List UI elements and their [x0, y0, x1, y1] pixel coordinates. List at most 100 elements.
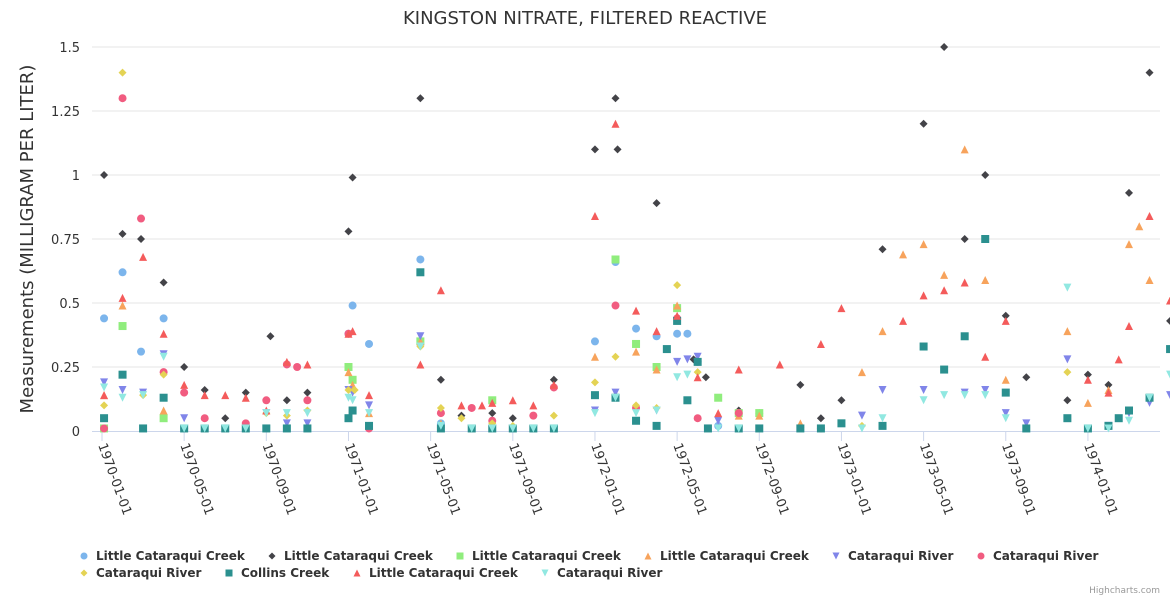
data-point[interactable]: [590, 211, 599, 220]
data-point[interactable]: [652, 199, 661, 208]
data-point[interactable]: [139, 252, 148, 261]
data-point[interactable]: [159, 352, 168, 361]
data-point[interactable]: [139, 424, 148, 433]
data-point[interactable]: [940, 391, 949, 400]
data-point[interactable]: [344, 368, 353, 377]
data-point[interactable]: [940, 365, 949, 374]
data-point[interactable]: [755, 424, 764, 433]
data-point[interactable]: [714, 424, 723, 433]
data-point[interactable]: [981, 235, 990, 243]
data-point[interactable]: [1063, 414, 1072, 423]
data-point[interactable]: [118, 229, 127, 238]
data-point[interactable]: [350, 386, 359, 395]
data-point[interactable]: [919, 291, 928, 300]
data-point[interactable]: [1125, 416, 1133, 425]
data-point[interactable]: [293, 363, 302, 371]
data-point[interactable]: [1063, 396, 1072, 405]
data-point[interactable]: [344, 386, 353, 395]
legend-marker[interactable]: [80, 569, 88, 576]
data-point[interactable]: [180, 363, 189, 371]
data-point[interactable]: [416, 255, 425, 264]
data-point[interactable]: [1001, 375, 1010, 384]
data-point[interactable]: [282, 357, 291, 366]
data-point[interactable]: [673, 329, 682, 338]
data-point[interactable]: [837, 304, 846, 313]
data-point[interactable]: [1125, 240, 1133, 249]
legend-marker[interactable]: [644, 552, 652, 559]
data-point[interactable]: [488, 398, 497, 407]
data-point[interactable]: [611, 255, 620, 264]
data-point[interactable]: [348, 375, 357, 384]
data-point[interactable]: [200, 391, 209, 400]
legend-marker[interactable]: [80, 552, 88, 559]
data-point[interactable]: [303, 360, 312, 369]
data-point[interactable]: [221, 391, 230, 400]
data-point[interactable]: [981, 391, 990, 400]
data-point[interactable]: [683, 355, 692, 364]
data-point[interactable]: [436, 286, 445, 295]
data-point[interactable]: [118, 94, 127, 103]
data-point[interactable]: [365, 409, 374, 418]
data-point[interactable]: [549, 380, 558, 389]
data-point[interactable]: [200, 414, 209, 423]
data-point[interactable]: [611, 352, 620, 361]
data-point[interactable]: [100, 424, 109, 433]
legend-item[interactable]: Little Cataraqui Creek: [454, 549, 642, 563]
data-point[interactable]: [1022, 373, 1031, 382]
data-point[interactable]: [611, 393, 620, 402]
data-point[interactable]: [919, 386, 928, 395]
data-point[interactable]: [549, 424, 558, 433]
data-point[interactable]: [1125, 188, 1133, 197]
data-point[interactable]: [632, 409, 641, 418]
data-point[interactable]: [200, 386, 209, 395]
data-point[interactable]: [416, 360, 425, 369]
data-point[interactable]: [1063, 327, 1072, 336]
data-point[interactable]: [775, 360, 784, 369]
data-point[interactable]: [981, 386, 990, 395]
data-point[interactable]: [1104, 380, 1113, 389]
data-point[interactable]: [303, 409, 312, 418]
data-point[interactable]: [100, 171, 109, 179]
data-point[interactable]: [1063, 368, 1072, 377]
data-point[interactable]: [1166, 345, 1170, 354]
data-point[interactable]: [348, 327, 357, 336]
data-point[interactable]: [796, 424, 805, 433]
data-point[interactable]: [1022, 419, 1031, 428]
data-point[interactable]: [632, 324, 641, 333]
data-point[interactable]: [837, 419, 846, 428]
data-point[interactable]: [467, 403, 476, 412]
data-point[interactable]: [100, 383, 109, 392]
data-point[interactable]: [262, 424, 271, 433]
data-point[interactable]: [200, 424, 209, 433]
data-point[interactable]: [436, 375, 445, 384]
data-point[interactable]: [693, 414, 702, 423]
data-point[interactable]: [632, 306, 641, 315]
data-point[interactable]: [632, 339, 641, 348]
data-point[interactable]: [940, 270, 949, 279]
data-point[interactable]: [590, 378, 599, 387]
data-point[interactable]: [436, 421, 445, 430]
data-point[interactable]: [159, 329, 168, 338]
data-point[interactable]: [611, 119, 620, 128]
data-point[interactable]: [590, 352, 599, 361]
data-point[interactable]: [683, 329, 692, 338]
data-point[interactable]: [529, 401, 538, 410]
data-point[interactable]: [919, 119, 928, 128]
data-point[interactable]: [365, 339, 374, 348]
data-point[interactable]: [365, 391, 374, 400]
data-point[interactable]: [960, 391, 969, 400]
data-point[interactable]: [477, 401, 486, 410]
legend-marker[interactable]: [541, 569, 549, 576]
data-point[interactable]: [857, 411, 866, 420]
data-point[interactable]: [693, 357, 702, 366]
data-point[interactable]: [590, 391, 599, 400]
data-point[interactable]: [734, 409, 743, 418]
data-point[interactable]: [816, 424, 825, 433]
data-point[interactable]: [940, 286, 949, 295]
data-point[interactable]: [100, 401, 109, 410]
data-point[interactable]: [1145, 211, 1154, 220]
data-point[interactable]: [416, 268, 425, 277]
data-point[interactable]: [100, 391, 109, 400]
data-point[interactable]: [180, 414, 189, 423]
data-point[interactable]: [611, 301, 620, 310]
